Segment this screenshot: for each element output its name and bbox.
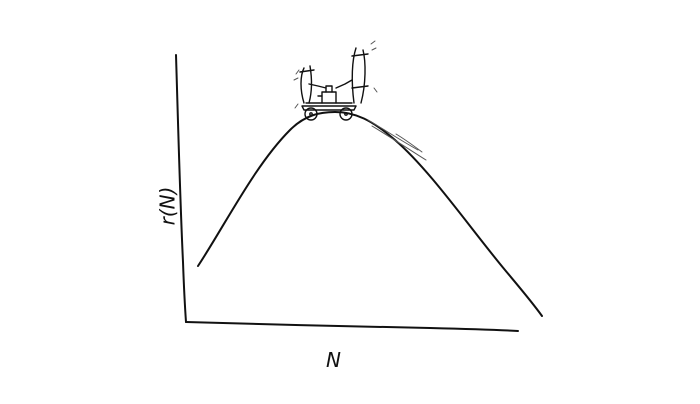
hump-curve bbox=[197, 111, 543, 317]
motion-lines bbox=[367, 119, 427, 161]
lunar-rover-icon bbox=[293, 40, 378, 121]
x-axis-label: N bbox=[326, 348, 341, 372]
x-axis bbox=[185, 321, 519, 332]
y-axis bbox=[175, 54, 187, 323]
axes bbox=[175, 54, 519, 332]
y-axis-label: r(N) bbox=[155, 186, 180, 226]
